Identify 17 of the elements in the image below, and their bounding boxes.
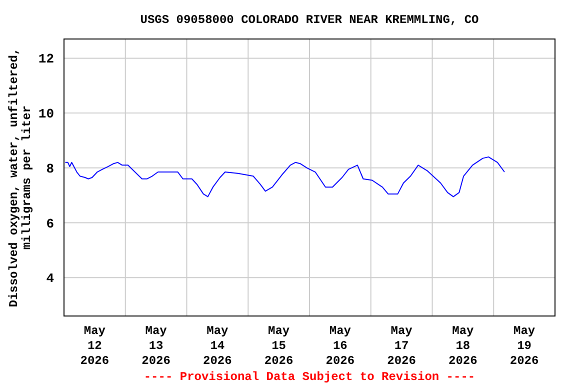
x-tick-label: May 13 2026 (142, 324, 170, 368)
x-tick-label: May 16 2026 (326, 324, 355, 368)
x-tick-label: May 15 2026 (264, 324, 294, 368)
x-tick-label: May 18 2026 (448, 324, 478, 368)
text: ---- Provisional Data Subject to Revision ---- (144, 370, 476, 384)
line-series (64, 156, 505, 198)
x-tick-label: May 14 2026 (203, 324, 232, 368)
y-axis-title: Dissolved oxygen, water, unfiltered, milligrams per liter (7, 48, 34, 308)
y-tick-label: 4 (46, 271, 54, 286)
x-tick-label: May 17 2026 (387, 324, 416, 368)
y-tick-label: 12 (38, 52, 54, 67)
x-tick-label: May 12 2026 (80, 324, 110, 368)
chart-title: USGS 09058000 COLORADO RIVER NEAR KREMMLING, CO (140, 13, 479, 27)
y-tick-label: 6 (46, 216, 54, 232)
y-tick-label: 10 (38, 106, 54, 122)
x-tick-label: May 19 2026 (510, 324, 539, 368)
y-tick-label: 8 (46, 161, 54, 176)
